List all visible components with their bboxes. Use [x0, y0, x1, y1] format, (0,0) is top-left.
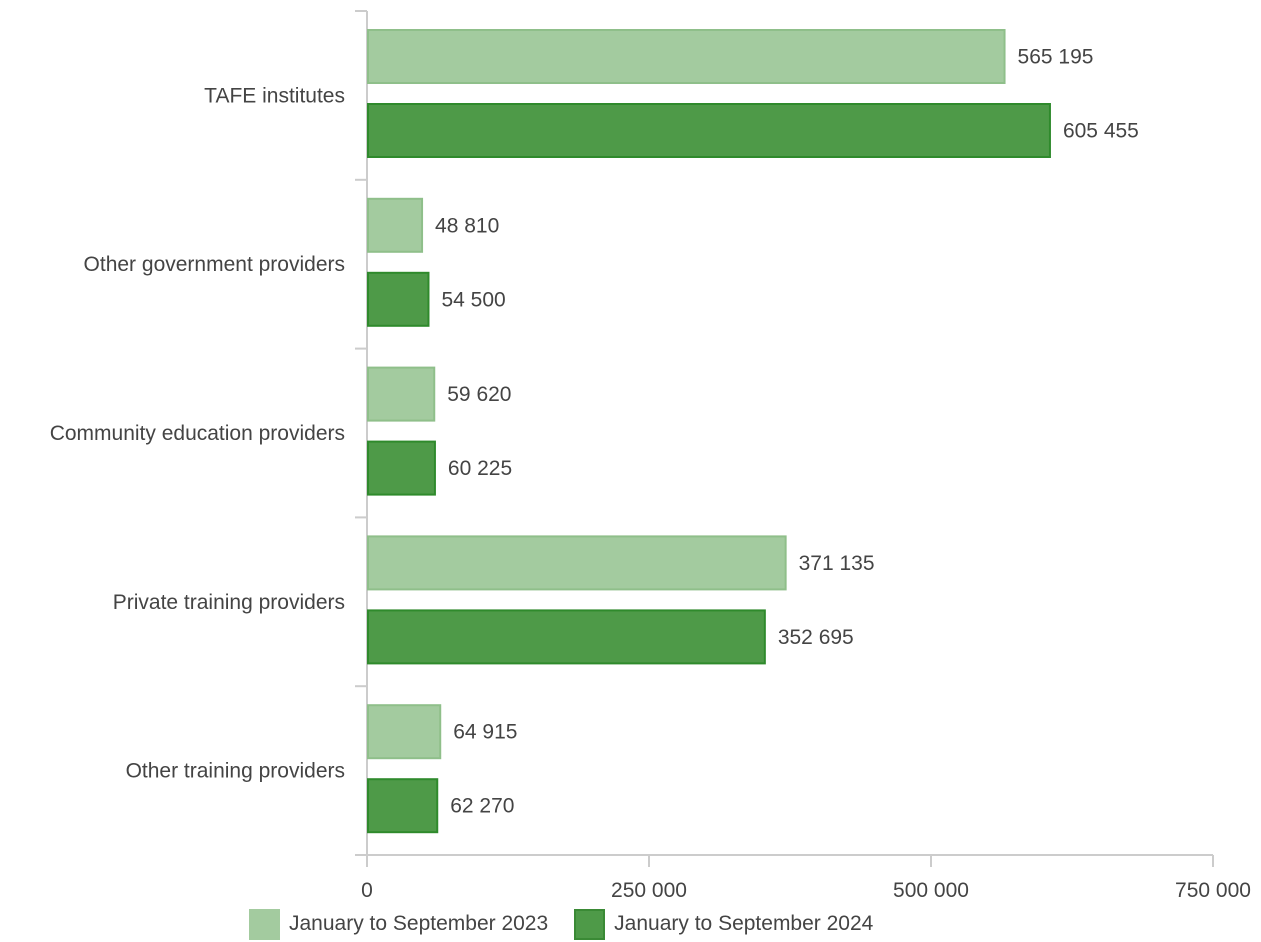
bar-2023	[367, 535, 787, 591]
bar-2024	[367, 271, 430, 327]
x-tick-label: 500 000	[893, 879, 969, 902]
data-label-2023: 64 915	[453, 721, 517, 744]
category-label: Private training providers	[113, 591, 345, 614]
data-label-2024: 605 455	[1063, 120, 1139, 143]
x-tick-label: 750 000	[1175, 879, 1251, 902]
data-label-2023: 371 135	[799, 552, 875, 575]
legend-swatch-2023	[249, 908, 280, 940]
category-label: TAFE institutes	[204, 84, 345, 107]
legend-item-2023: January to September 2023	[249, 908, 549, 940]
legend-label-2024: January to September 2024	[614, 912, 874, 935]
category-label: Other training providers	[126, 760, 345, 783]
legend: January to September 2023 January to Sep…	[249, 906, 899, 942]
bar-2024	[367, 609, 766, 665]
data-label-2024: 352 695	[778, 626, 854, 649]
data-label-2023: 48 810	[435, 214, 499, 237]
legend-label-2023: January to September 2023	[289, 912, 549, 935]
x-tick-label: 250 000	[611, 879, 687, 902]
bar-2024	[367, 778, 439, 834]
data-label-2024: 54 500	[441, 288, 505, 311]
data-label-2023: 565 195	[1018, 46, 1094, 69]
x-tick-label: 0	[361, 879, 373, 902]
legend-swatch-2024	[574, 908, 606, 940]
data-label-2024: 62 270	[450, 795, 514, 818]
bar-2023	[367, 197, 424, 253]
data-label-2024: 60 225	[448, 457, 512, 480]
data-label-2023: 59 620	[447, 383, 511, 406]
bar-2023	[367, 704, 442, 760]
bar-2023	[367, 366, 436, 422]
bar-2023	[367, 29, 1006, 84]
bar-2024	[367, 440, 436, 496]
category-label: Community education providers	[50, 422, 345, 445]
category-label: Other government providers	[84, 253, 345, 276]
legend-item-2024: January to September 2024	[574, 908, 874, 940]
bar-2024	[367, 103, 1051, 158]
